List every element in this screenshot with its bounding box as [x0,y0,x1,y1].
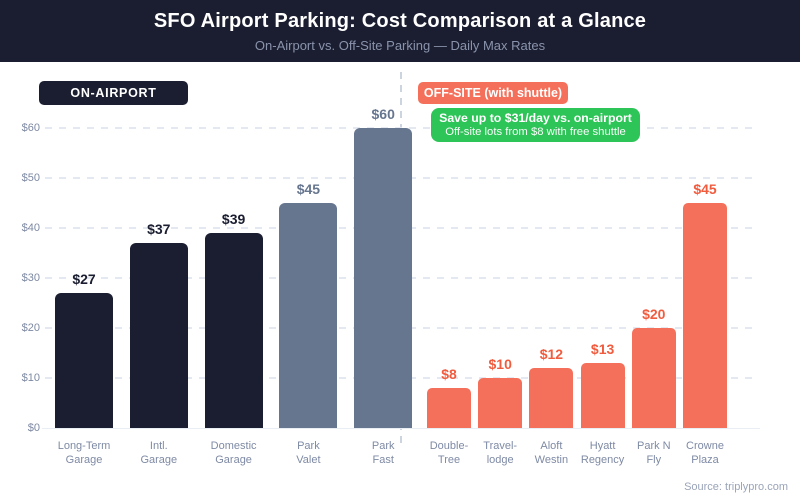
source-credit: Source: triplypro.com [684,481,788,493]
bar-intl-garage [129,243,188,428]
bar-category-label: Park N Fly [617,439,691,467]
bar-category-label-line: Domestic [210,440,257,452]
bar-hyatt-regency [580,363,625,428]
bar-category-label-line: Garage [215,454,252,466]
bar-category-label: Long-Term Garage [47,439,121,467]
y-tick-label: $40 [21,222,40,234]
bar-category-label-line: Tree [437,454,461,466]
bar-category-label-line: Westin [534,454,569,466]
bar-value-label: $37 [147,221,171,237]
bar-category-label-line: Garage [65,454,103,466]
savings-callout-line2: Off-site lots from $8 with free shuttle [445,126,626,138]
y-tick-label: $0 [27,422,40,434]
savings-callout-line1: Save up to $31/day vs. on-airport [439,111,632,125]
bar-category-label-line: Plaza [691,454,719,466]
bar-value-label: $60 [371,106,395,122]
bar-category-label-line: Park [371,440,395,452]
bar-category-label: Aloft Westin [514,439,588,467]
x-axis-baseline [42,428,760,429]
bar-category-label: Double- Tree [412,439,486,467]
bar-park-n-fly [631,328,676,428]
bar-category-label-line: Intl. [149,440,168,452]
y-tick-label: $10 [21,372,40,384]
bar-category-label: Intl. Garage [122,439,196,467]
bar-value-label: $20 [642,306,666,322]
bar-park-valet [279,203,338,428]
bar-travel-lodge [478,378,523,428]
savings-callout: Save up to $31/day vs. on-airport Off-si… [431,108,640,142]
y-tick-label: $60 [21,122,40,134]
bar-value-label: $45 [296,181,321,197]
y-tick-label: $20 [21,322,40,334]
bar-category-label-line: Valet [296,454,321,466]
bar-value-label: $10 [488,356,512,372]
bar-double-tree [427,388,471,428]
bar-category-label-line: Aloft [540,440,563,452]
bar-category-label-line: Park N [636,440,671,452]
bar-category-label: Park Valet [271,439,345,467]
bar-long-term-garage [55,293,113,428]
bar-domestic-garage [204,233,263,428]
bar-value-label: $27 [72,271,96,287]
bar-category-label-line: Travel- [483,440,518,452]
bar-category-label-line: Regency [580,454,625,466]
bar-category-label-line: Fly [646,454,662,466]
legend-badge-on-airport: ON-AIRPORT [39,81,188,105]
header: SFO Airport Parking: Cost Comparison at … [0,0,800,62]
bar-category-label: Hyatt Regency [566,439,640,467]
page-subtitle: On-Airport vs. Off-Site Parking — Daily … [254,38,546,53]
bar-category-label-line: Crowne [686,440,724,452]
bar-category-label-line: Fast [372,454,394,466]
bar-category-label-line: Garage [140,454,178,466]
bar-category-label-line: Long-Term [57,440,111,452]
bar-park-fast [354,128,413,428]
bar-value-label: $39 [221,211,246,227]
bar-category-label-line: Hyatt [589,440,616,452]
y-tick-label: $30 [21,272,40,284]
bar-value-label: $13 [590,341,615,357]
bar-crowne-plaza [683,203,727,428]
bar-category-label: Domestic Garage [197,439,271,467]
bar-value-label: $45 [693,181,717,197]
bar-category-label-line: Park [297,440,320,452]
bar-category-label: Crowne Plaza [668,439,742,467]
bar-category-label: Park Fast [346,439,420,467]
bar-value-label: $8 [441,366,457,382]
y-tick-label: $50 [21,172,40,184]
legend-badge-off-site: OFF-SITE (with shuttle) [418,82,568,104]
bar-value-label: $12 [539,346,564,362]
bar-aloft-westin [529,368,574,428]
page-title: SFO Airport Parking: Cost Comparison at … [153,10,647,32]
bar-category-label-line: lodge [486,454,514,466]
bar-category-label-line: Double- [429,440,469,452]
bar-category-label: Travel-lodge [463,439,537,467]
